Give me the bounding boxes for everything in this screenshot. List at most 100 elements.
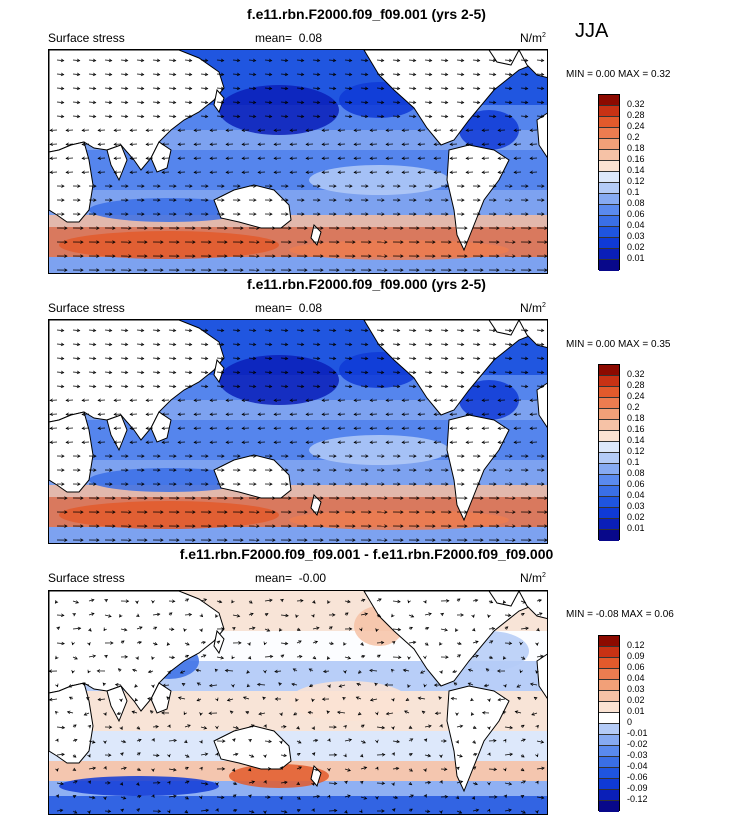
wind-vector-head [138, 738, 142, 743]
wind-vector-head [209, 412, 214, 417]
wind-vector [520, 371, 528, 373]
wind-vector [72, 59, 80, 61]
wind-vector-head [508, 641, 513, 646]
wind-vector-head [199, 613, 204, 618]
wind-vector-head [397, 482, 401, 486]
land-masses [49, 591, 547, 793]
wind-vector-head [237, 184, 241, 188]
wind-vector-head [400, 496, 404, 500]
wind-vector-head [93, 468, 97, 472]
field-blob [289, 681, 409, 721]
wind-vector-head [540, 370, 545, 375]
wind-vector-head [289, 426, 294, 431]
wind-vector [200, 101, 208, 103]
wind-vector-head [396, 370, 401, 375]
wind-vector-head [337, 156, 342, 161]
wind-vector-head [300, 370, 305, 375]
wind-vector-head [375, 766, 379, 771]
wind-vector [67, 711, 74, 714]
wind-vector-head [333, 454, 337, 458]
wind-vector [248, 724, 255, 728]
wind-vector-head [529, 682, 534, 686]
wind-vector-head [65, 426, 70, 431]
wind-vector-head [173, 184, 177, 188]
wind-vector-head [55, 683, 59, 688]
wind-vector-head [416, 496, 420, 500]
wind-vector-head [337, 398, 342, 403]
wind-vector-head [250, 810, 255, 814]
wind-vector-head [257, 412, 262, 417]
wind-vector-head [225, 440, 230, 445]
wind-vector-head [125, 198, 129, 202]
wind-vector-head [77, 454, 81, 458]
colorbar-tick-label: 0.2 [627, 402, 640, 412]
wind-vector-head [497, 398, 502, 403]
wind-vector-head [220, 58, 225, 63]
wind-vector-head [300, 114, 305, 119]
wind-vector-head [129, 156, 134, 161]
wind-vector [504, 357, 512, 359]
wind-vector-head [236, 72, 241, 77]
wind-vector-head [224, 524, 228, 528]
wind-vector [456, 810, 462, 814]
field-blob [59, 231, 279, 259]
wind-vector [280, 343, 288, 345]
wind-vector-head [87, 810, 91, 814]
wind-vector-head [220, 356, 225, 361]
wind-vector-head [369, 398, 374, 403]
wind-vector-head [448, 254, 452, 258]
wind-vector-head [196, 698, 201, 702]
wind-vector [408, 87, 416, 89]
wind-vector [257, 684, 266, 686]
wind-vector-head [237, 482, 241, 486]
wind-vector [216, 796, 224, 798]
wind-vector [120, 101, 128, 103]
wind-vectors [49, 328, 547, 542]
wind-vector [360, 796, 367, 800]
wind-vector-head [540, 356, 545, 361]
wind-vector-head [285, 482, 289, 486]
wind-vector-head [316, 72, 321, 77]
wind-vector [424, 725, 432, 728]
wind-vector-head [332, 384, 337, 389]
wind-vector-head [162, 683, 166, 688]
wind-vector-head [332, 328, 337, 333]
wind-vector-head [140, 328, 145, 333]
colorbar-swatch [599, 128, 619, 139]
wind-vector-head [90, 598, 95, 603]
wind-vector-head [412, 384, 417, 389]
colorbar-swatch [599, 724, 619, 735]
wind-vector-head [315, 767, 319, 772]
wind-vector-head [465, 142, 470, 147]
wind-vector [360, 385, 368, 387]
wind-vector-head [224, 510, 228, 514]
panel-1-variable-label: Surface stress [48, 31, 125, 45]
wind-vector [504, 115, 512, 117]
wind-vector [328, 371, 336, 373]
wind-vector-head [336, 510, 340, 514]
wind-vector-head [145, 440, 150, 445]
wind-vector-head [141, 212, 145, 216]
wind-vector-head [348, 738, 353, 742]
wind-vector-head [125, 482, 129, 486]
wind-vector-head [296, 726, 300, 730]
wind-vector-head [76, 72, 81, 77]
wind-vector-head [544, 268, 547, 272]
wind-vector [360, 613, 368, 616]
wind-vector-head [122, 739, 127, 744]
wind-vector-head [359, 627, 363, 632]
wind-vector-head [177, 128, 182, 133]
wind-vector-head [145, 128, 150, 133]
wind-vector-head [475, 640, 479, 644]
panel-3-map [48, 590, 548, 815]
wind-vector [515, 711, 522, 714]
wind-vector-head [232, 627, 236, 631]
wind-vector-head [368, 268, 372, 272]
wind-vector-head [185, 766, 189, 770]
wind-vector-head [369, 668, 373, 673]
wind-vector-head [236, 356, 241, 361]
wind-vector-head [241, 142, 246, 147]
wind-vector-head [467, 668, 472, 672]
wind-vector-head [509, 212, 513, 216]
wind-vector [200, 753, 208, 756]
